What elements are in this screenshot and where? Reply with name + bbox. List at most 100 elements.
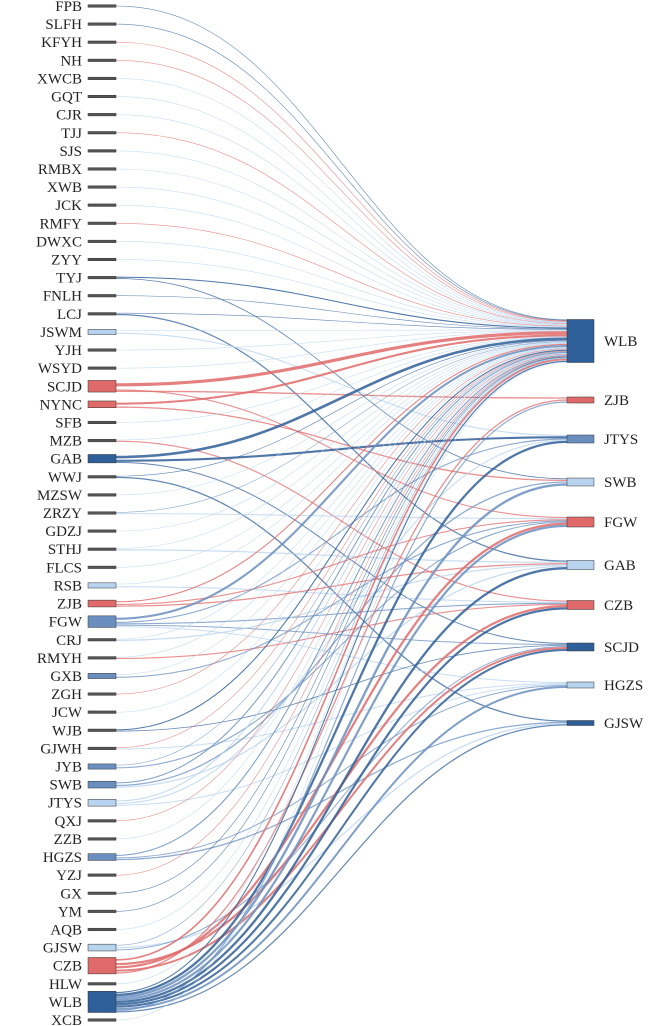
target-node-bar — [566, 434, 595, 444]
source-node-gqt: GQT — [51, 90, 117, 106]
target-node-label: FGW — [604, 515, 638, 531]
source-node-label: MZB — [49, 434, 82, 450]
target-node-label: GJSW — [604, 716, 644, 732]
link-jcw-to-wlb — [115, 349, 568, 713]
source-node-label: CJR — [56, 108, 82, 124]
link-scjd-to-wlb — [115, 331, 568, 387]
link-zrzy-to-wlb — [115, 341, 568, 513]
source-node-gxb: GXB — [50, 669, 117, 685]
link-gxb-to-fgw — [115, 520, 568, 678]
link-ym-to-wlb — [115, 357, 568, 912]
source-node-bar — [87, 799, 117, 807]
target-node-gjsw: GJSW — [566, 716, 644, 732]
link-scjd-to-fgw — [115, 389, 568, 519]
target-node-swb: SWB — [566, 475, 637, 491]
source-node-sjs: SJS — [59, 144, 117, 160]
source-node-label: AQB — [50, 922, 82, 938]
source-node-label: GDZJ — [45, 524, 82, 540]
source-node-gjsw: GJSW — [43, 941, 117, 957]
source-node-bar — [87, 656, 117, 660]
source-node-zgh: ZGH — [51, 687, 117, 703]
source-node-bar — [87, 221, 117, 225]
source-node-hgzs: HGZS — [43, 850, 117, 866]
target-node-hgzs: HGZS — [566, 678, 643, 694]
source-node-label: GJWH — [40, 741, 82, 757]
source-node-yzj: YZJ — [56, 868, 117, 884]
source-node-bar — [87, 113, 117, 117]
source-node-zjb: ZJB — [57, 597, 117, 613]
source-node-jyb: JYB — [55, 760, 117, 776]
source-node-xwb: XWB — [47, 180, 117, 196]
link-xwcb-to-wlb — [115, 78, 568, 323]
link-scjd-to-zjb — [115, 390, 568, 399]
link-czb-to-scjd — [115, 647, 568, 972]
link-wjb-to-wlb — [115, 349, 568, 731]
source-node-label: NH — [60, 53, 82, 69]
link-zzb-to-wlb — [115, 354, 568, 840]
target-node-label: GAB — [604, 558, 636, 574]
source-node-label: DWXC — [36, 234, 82, 250]
link-gab-to-scjd — [115, 461, 568, 644]
source-node-bar — [87, 40, 117, 44]
link-wlb-to-hgzs — [115, 686, 568, 1010]
source-node-rsb: RSB — [54, 578, 117, 594]
link-fgw-to-hgzs — [115, 626, 568, 683]
source-node-bar — [87, 819, 117, 823]
source-node-label: SLFH — [45, 17, 82, 33]
link-fgw-to-wlb — [115, 344, 568, 620]
source-node-label: XWB — [47, 180, 82, 196]
link-zjb-to-wlb — [115, 343, 568, 603]
target-node-czb: CZB — [566, 598, 633, 614]
link-gqt-to-wlb — [115, 96, 568, 323]
link-jyb-to-wlb — [115, 351, 568, 766]
source-node-bar — [87, 746, 117, 750]
link-sthj-to-wlb — [115, 342, 568, 549]
source-node-mzb: MZB — [49, 434, 117, 450]
source-node-bar — [87, 380, 117, 393]
source-node-label: WLB — [49, 995, 82, 1011]
source-node-crj: CRJ — [56, 633, 117, 649]
target-nodes: WLB ZJB JTYS SWB FGW GAB CZB SCJD HGZS GJSW — [566, 319, 644, 732]
link-hlw-to-wlb — [115, 360, 568, 985]
source-node-label: FNLH — [43, 289, 82, 305]
source-node-label: GAB — [50, 452, 82, 468]
link-jtys-to-wlb — [115, 352, 568, 802]
source-node-bar — [87, 203, 117, 207]
source-node-bar — [87, 76, 117, 80]
source-node-qxj: QXJ — [54, 814, 117, 830]
target-node-wlb: WLB — [566, 319, 637, 363]
source-node-bar — [87, 366, 117, 370]
source-node-xwcb: XWCB — [37, 71, 117, 87]
target-node-bar — [566, 720, 595, 726]
source-node-rmbx: RMBX — [38, 162, 117, 178]
source-node-label: SFB — [55, 415, 82, 431]
source-node-label: KFYH — [41, 35, 82, 51]
source-node-bar — [87, 475, 117, 479]
link-zjb-to-fgw — [115, 519, 568, 605]
link-wwj-to-wlb — [115, 340, 568, 477]
link-wjb-to-scjd — [115, 645, 568, 732]
link-yzj-to-wlb — [115, 356, 568, 876]
target-node-bar — [566, 396, 595, 404]
link-wlb-to-czb — [115, 607, 568, 1006]
source-node-label: ZJB — [57, 597, 82, 613]
target-node-label: WLB — [604, 334, 637, 350]
link-qxj-to-wlb — [115, 353, 568, 822]
source-node-bar — [87, 493, 117, 497]
source-node-bar — [87, 439, 117, 443]
link-nync-to-wlb — [115, 334, 568, 405]
source-node-nync: NYNC — [39, 397, 117, 413]
link-hgzs-to-wlb — [115, 355, 568, 856]
source-node-label: WSYD — [38, 361, 82, 377]
link-wlb-to-zjb — [115, 401, 568, 1012]
link-wlb-to-jtys — [115, 440, 568, 996]
target-node-bar — [566, 319, 595, 363]
source-node-yjh: YJH — [54, 343, 117, 359]
link-flcs-to-wlb — [115, 342, 568, 568]
link-jtys-to-jtys — [115, 439, 568, 805]
flow-links — [115, 5, 568, 1021]
link-hgzs-to-gjsw — [115, 721, 568, 861]
source-node-bar — [87, 710, 117, 714]
link-gab-to-jtys — [115, 436, 568, 462]
